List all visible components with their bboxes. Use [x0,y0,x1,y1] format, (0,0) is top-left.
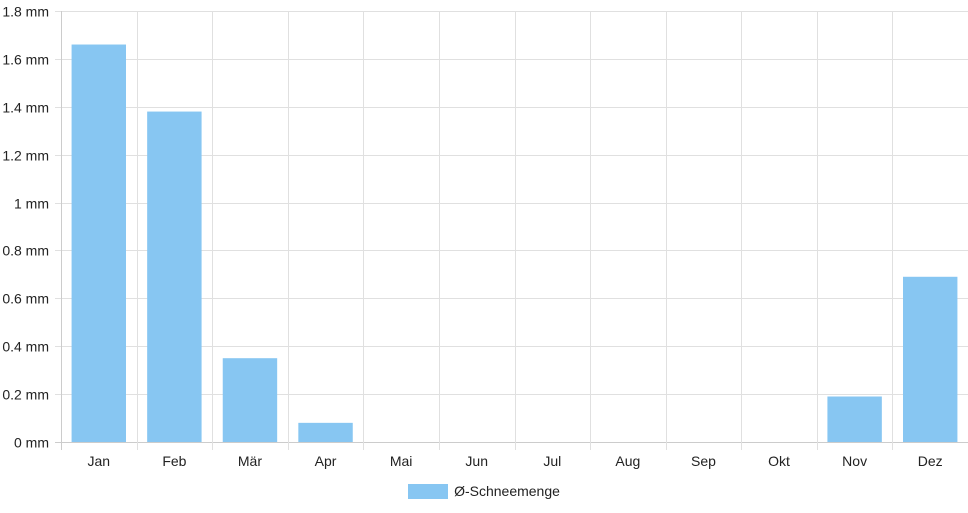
x-tick-label: Okt [768,453,790,469]
x-tick-label: Jul [543,453,561,469]
bar-Jan[interactable] [71,44,127,443]
y-tick-label: 1.6 mm [2,52,49,68]
y-tick-label: 1.4 mm [2,100,49,116]
bar-layer [71,44,958,443]
legend-label: Ø-Schneemenge [454,483,560,499]
y-tick-label: 1.2 mm [2,148,49,164]
y-tick-label: 0.2 mm [2,387,49,403]
x-tick-label: Jan [88,453,111,469]
grid-layer [55,11,968,450]
y-tick-label: 0 mm [14,435,49,451]
y-tick-label: 1.8 mm [2,4,49,20]
x-axis-ticks: Jan Feb Mär Apr Mai Jun Jul Aug Sep Okt Nov Dez [88,453,943,469]
bar-Dez[interactable] [902,276,958,442]
y-tick-label: 0.4 mm [2,339,49,355]
x-tick-label: Nov [842,453,867,469]
x-tick-label: Jun [465,453,488,469]
y-tick-label: 0.6 mm [2,291,49,307]
y-axis-ticks: 0 mm 0.2 mm 0.4 mm 0.6 mm 0.8 mm 1 mm 1.2 mm 1.… [2,4,49,451]
x-tick-label: Apr [315,453,337,469]
y-tick-label: 0.8 mm [2,243,49,259]
x-tick-label: Mai [390,453,413,469]
legend: Ø-Schneemenge [0,480,968,502]
legend-swatch [408,483,449,499]
x-tick-label: Dez [918,453,943,469]
bar-Nov[interactable] [827,396,882,442]
bar-Apr[interactable] [298,422,353,442]
y-tick-label: 1 mm [14,196,49,212]
x-tick-label: Aug [615,453,640,469]
bar-Mär[interactable] [222,358,278,442]
x-tick-label: Feb [162,453,186,469]
bar-Feb[interactable] [147,111,202,443]
x-tick-label: Sep [691,453,716,469]
x-tick-label: Mär [238,453,262,469]
